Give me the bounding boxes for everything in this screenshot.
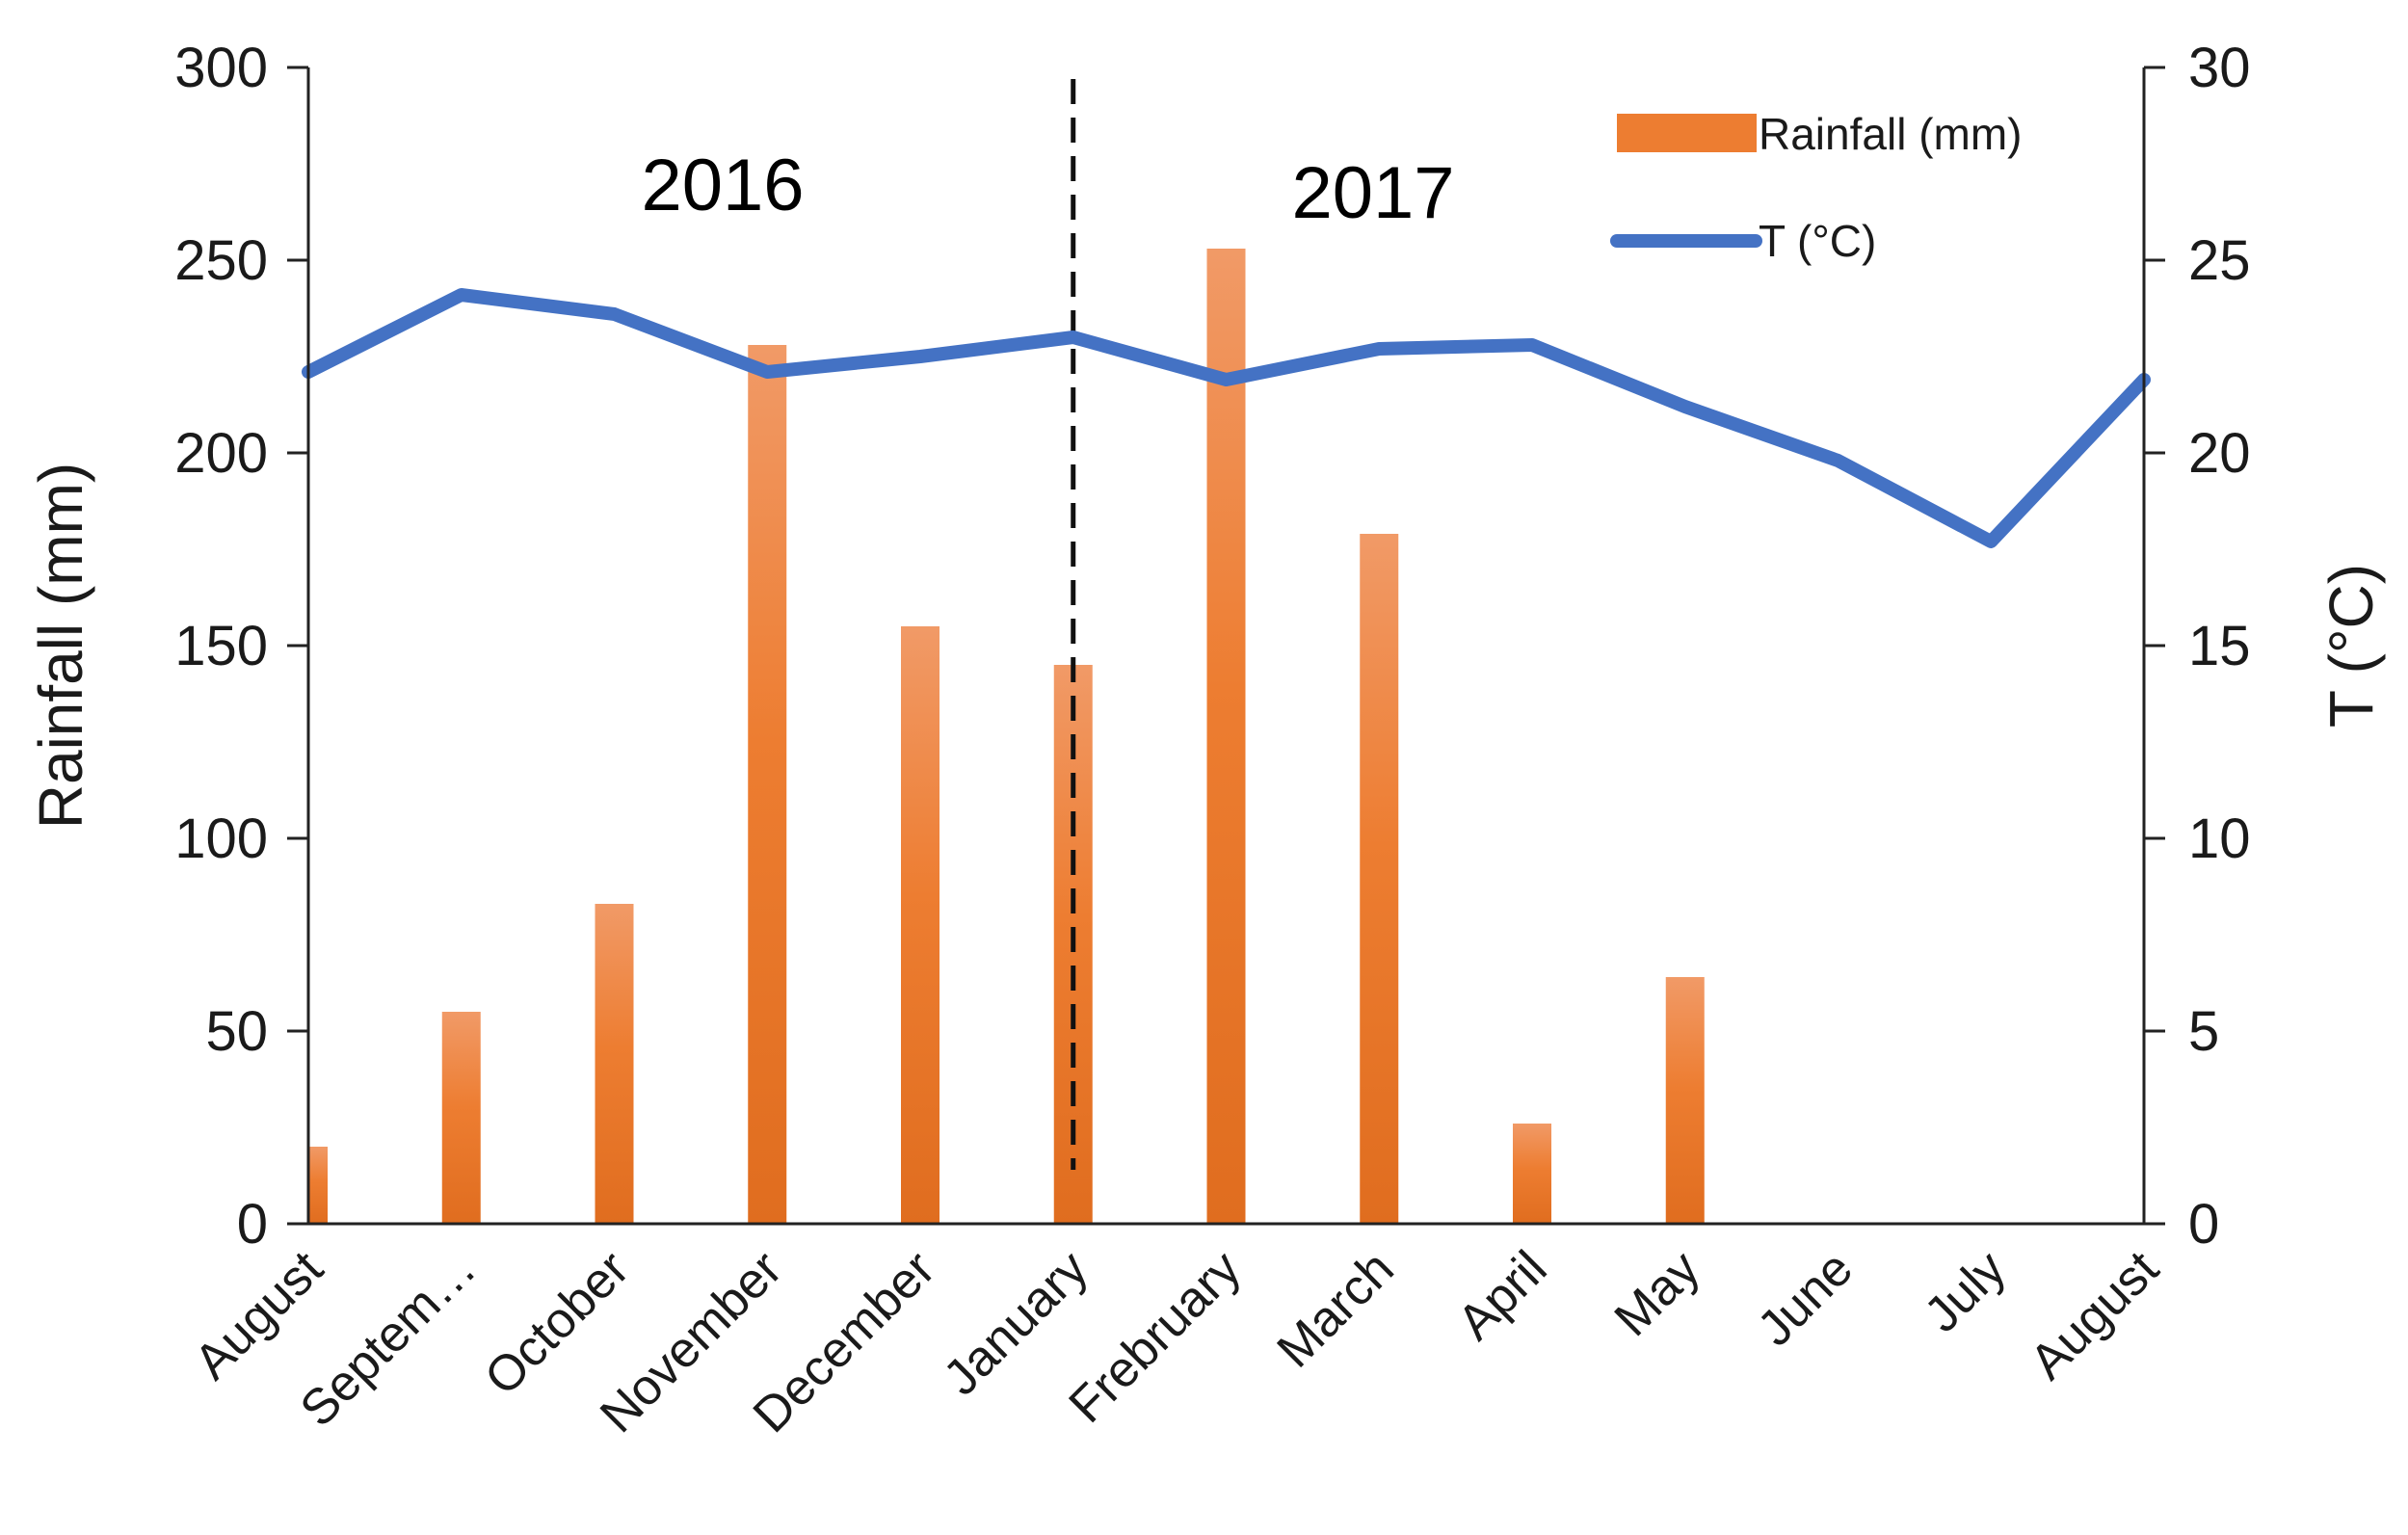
left-axis-title: Rainfall (mm) [26, 463, 95, 829]
rainfall-bar [595, 904, 634, 1224]
left-tick-label: 50 [205, 1000, 268, 1063]
legend-temperature-label: T (°C) [1759, 216, 1876, 266]
x-axis-ticks: AugustSeptem…OctoberNovemberDecemberJanu… [184, 1240, 2170, 1443]
left-axis-ticks: 0 50 100 150 200 250 300 [174, 37, 308, 1256]
left-tick-label: 200 [174, 422, 268, 485]
rainfall-bar [748, 345, 787, 1224]
x-tick-label: May [1604, 1240, 1710, 1346]
legend-rainfall-label: Rainfall (mm) [1759, 109, 2022, 159]
x-tick-label: March [1267, 1240, 1405, 1378]
rainfall-bars [308, 249, 1705, 1224]
annotation-2017: 2017 [1291, 152, 1454, 234]
rainfall-bar [901, 626, 939, 1224]
right-tick-label: 5 [2188, 1000, 2219, 1063]
left-tick-label: 0 [237, 1193, 268, 1256]
left-tick-label: 100 [174, 807, 268, 870]
right-axis-title: T (°C) [2316, 564, 2386, 728]
right-axis-ticks: 0 5 10 15 20 25 30 [2144, 37, 2251, 1256]
right-tick-label: 15 [2188, 615, 2251, 677]
temperature-line [302, 288, 2151, 548]
right-tick-label: 30 [2188, 37, 2251, 99]
right-tick-label: 20 [2188, 422, 2251, 485]
x-tick-label: August [184, 1240, 334, 1390]
rainfall-bar [1665, 977, 1705, 1224]
left-tick-label: 150 [174, 615, 268, 677]
left-tick-label: 300 [174, 37, 268, 99]
x-tick-label: July [1914, 1240, 2016, 1342]
x-tick-label: June [1747, 1240, 1864, 1357]
rainfall-bar [441, 1012, 481, 1224]
x-tick-label: April [1447, 1240, 1558, 1351]
left-tick-label: 250 [174, 229, 268, 292]
legend-rainfall-swatch [1617, 114, 1757, 152]
temperature-line-group [302, 288, 2151, 548]
rainfall-bar [1360, 534, 1399, 1224]
annotation-2016: 2016 [641, 145, 804, 226]
right-tick-label: 10 [2188, 807, 2251, 870]
rainfall-bar [1513, 1124, 1551, 1224]
rainfall-bar [1206, 249, 1246, 1224]
legend: Rainfall (mm) T (°C) [1610, 109, 2022, 266]
x-tick-label: August [2020, 1240, 2170, 1390]
right-tick-label: 25 [2188, 229, 2251, 292]
rainfall-bar [308, 1147, 328, 1224]
right-tick-label: 0 [2188, 1193, 2219, 1256]
